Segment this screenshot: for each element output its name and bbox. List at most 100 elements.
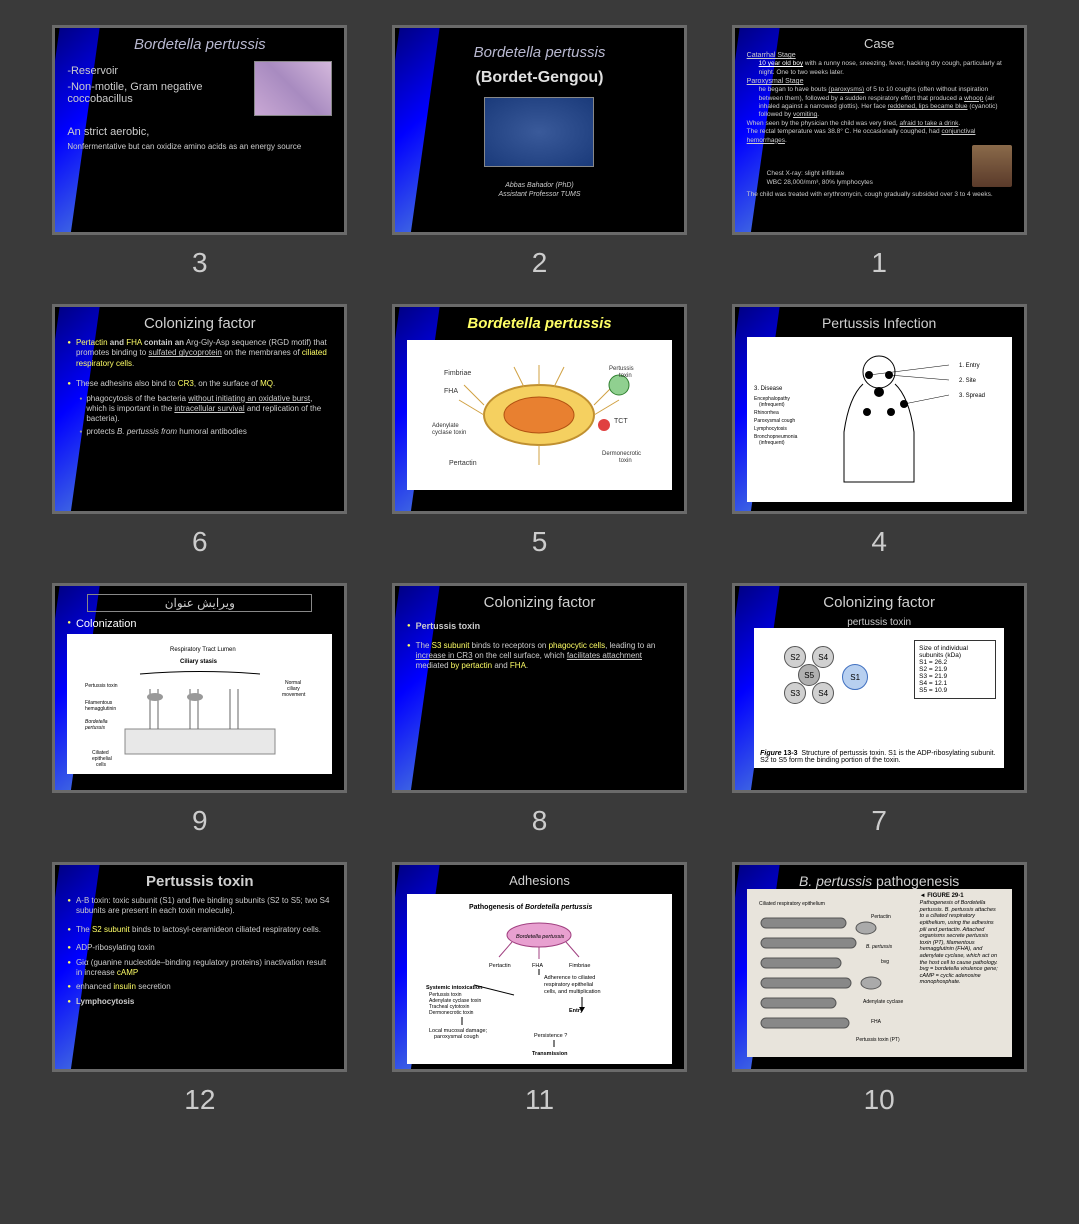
bullet: enhanced insulin secretion xyxy=(67,982,332,992)
slide-number: 12 xyxy=(184,1084,215,1116)
svg-text:Pertussis toxin (PT): Pertussis toxin (PT) xyxy=(856,1037,900,1043)
svg-text:Rhinorrhea: Rhinorrhea xyxy=(754,410,779,416)
slide-3[interactable]: Bordetella pertussis -Reservoir -Non-mot… xyxy=(52,25,347,235)
slide-title: Pertussis toxin xyxy=(67,873,332,890)
sub-bullet: protects B. pertussis from humoral antib… xyxy=(79,427,332,437)
slide-12-wrap: Pertussis toxin A-B toxin: toxic subunit… xyxy=(45,862,355,1116)
svg-text:FHA: FHA xyxy=(444,388,458,395)
slide-5-wrap: Bordetella pertussis Fimbriae xyxy=(385,304,695,558)
svg-text:Adherence to ciliated: Adherence to ciliated xyxy=(544,975,595,981)
sub-bullet: phagocytosis of the bacteria without ini… xyxy=(79,394,332,425)
bullet: The S3 subunit binds to receptors on pha… xyxy=(407,641,672,672)
bullet: Pertactin and FHA contain an Arg-Gly-Asp… xyxy=(67,338,332,369)
body-text: The child was treated with erythromycin,… xyxy=(747,191,1012,199)
slide-7-wrap: Colonizing factor pertussis toxin S2 S4 … xyxy=(724,583,1034,837)
svg-text:movement: movement xyxy=(282,692,306,698)
slide-4[interactable]: Pertussis Infection 1. Entry 2. Site 3. xyxy=(732,304,1027,514)
slide-5[interactable]: Bordetella pertussis Fimbriae xyxy=(392,304,687,514)
slide-title: Case xyxy=(747,36,1012,51)
slide-grid: Bordetella pertussis -Reservoir -Non-mot… xyxy=(45,25,1034,1116)
slide-10-wrap: B. pertussis pathogenesis Ciliated respi… xyxy=(724,862,1034,1116)
subunit-s3: S3 xyxy=(784,682,806,704)
slide-subtitle: (Bordet-Gengou) xyxy=(407,69,672,87)
svg-text:FHA: FHA xyxy=(871,1019,882,1025)
svg-text:cells, and multiplication: cells, and multiplication xyxy=(544,989,601,995)
legend-row: S3 = 21.9 xyxy=(919,673,991,680)
bullet: ADP-ribosylating toxin xyxy=(67,943,332,953)
subunit-s4: S4 xyxy=(812,646,834,668)
svg-text:Fimbriae: Fimbriae xyxy=(569,963,590,969)
body-text: Chest X-ray: slight infiltrate xyxy=(767,170,972,178)
slide-number: 11 xyxy=(525,1084,554,1116)
legend-row: S4 = 12.1 xyxy=(919,680,991,687)
svg-text:Fimbriae: Fimbriae xyxy=(444,370,471,377)
svg-text:(infrequent): (infrequent) xyxy=(759,440,785,446)
bullet: The S2 subunit binds to lactosyl-ceramid… xyxy=(67,925,332,935)
author: Assistant Professor TUMS xyxy=(407,190,672,199)
svg-text:Pertussis toxin: Pertussis toxin xyxy=(85,683,118,689)
svg-text:Adenylate: Adenylate xyxy=(432,423,459,429)
bacterium-diagram: Fimbriae FHA Adenylate cyclase toxin Per… xyxy=(407,340,672,490)
fig-caption: Pathogenesis of Bordetella pertussis. B.… xyxy=(920,900,1000,986)
svg-text:Pertactin: Pertactin xyxy=(489,963,511,969)
slide-1[interactable]: Case Catarrhal Stage 10 year old boy wit… xyxy=(732,25,1027,235)
svg-text:B. pertussis: B. pertussis xyxy=(866,944,893,950)
slide-8-wrap: Colonizing factor Pertussis toxin The S3… xyxy=(385,583,695,837)
slide-8[interactable]: Colonizing factor Pertussis toxin The S3… xyxy=(392,583,687,793)
legend-title: Size of individual subunits (kDa) xyxy=(919,645,991,659)
svg-text:paroxysmal cough: paroxysmal cough xyxy=(434,1034,479,1040)
slide-number: 2 xyxy=(532,247,548,279)
svg-text:TCT: TCT xyxy=(614,418,628,425)
body-text: WBC 28,000/mm³, 80% lymphocytes xyxy=(767,179,972,187)
figure-caption: Figure 13-3 Structure of pertussis toxin… xyxy=(760,750,998,764)
svg-text:cyclase toxin: cyclase toxin xyxy=(432,430,466,436)
svg-text:Adenylate cyclase: Adenylate cyclase xyxy=(863,999,904,1005)
slide-4-wrap: Pertussis Infection 1. Entry 2. Site 3. xyxy=(724,304,1034,558)
slide-6-wrap: Colonizing factor Pertactin and FHA cont… xyxy=(45,304,355,558)
slide-3-wrap: Bordetella pertussis -Reservoir -Non-mot… xyxy=(45,25,355,279)
svg-text:Pertactin: Pertactin xyxy=(871,914,891,920)
slide-title: Bordetella pertussis xyxy=(407,315,672,332)
slide-number: 7 xyxy=(871,805,887,837)
slide-6[interactable]: Colonizing factor Pertactin and FHA cont… xyxy=(52,304,347,514)
subunit-s1: S1 xyxy=(842,664,868,690)
svg-text:Paroxysmal cough: Paroxysmal cough xyxy=(754,418,795,424)
slide-10[interactable]: B. pertussis pathogenesis Ciliated respi… xyxy=(732,862,1027,1072)
svg-text:Pathogenesis of Bordetella per: Pathogenesis of Bordetella pertussis xyxy=(469,904,592,911)
bullet: A-B toxin: toxic subunit (S1) and five b… xyxy=(67,896,332,917)
svg-text:(infrequent): (infrequent) xyxy=(759,402,785,408)
bullet: Pertussis toxin xyxy=(407,621,672,633)
micrograph-image xyxy=(254,61,332,116)
bullet: Giα (guanine nucleotide–binding regulato… xyxy=(67,958,332,979)
patient-photo xyxy=(972,145,1012,187)
body-diagram: 1. Entry 2. Site 3. Spread 3. Disease En… xyxy=(747,337,1012,502)
slide-number: 5 xyxy=(532,526,548,558)
slide-title: ویرایش عنوان xyxy=(87,594,312,612)
slide-subtitle: pertussis toxin xyxy=(747,617,1012,628)
body-text: The rectal temperature was 38.8° C. He o… xyxy=(747,128,1012,145)
slide-9-wrap: ویرایش عنوان Colonization Respiratory Tr… xyxy=(45,583,355,837)
body-text: 10 year old boy with a runny nose, sneez… xyxy=(759,60,1012,77)
svg-text:Persistence ?: Persistence ? xyxy=(534,1033,567,1039)
slide-11[interactable]: Adhesions Pathogenesis of Bordetella per… xyxy=(392,862,687,1072)
line: Nonfermentative but can oxidize amino ac… xyxy=(67,142,332,152)
svg-text:2. Site: 2. Site xyxy=(959,378,977,384)
slide-7[interactable]: Colonizing factor pertussis toxin S2 S4 … xyxy=(732,583,1027,793)
slide-number: 1 xyxy=(871,247,887,279)
svg-text:Respiratory Tract Lumen: Respiratory Tract Lumen xyxy=(170,647,236,653)
line: An strict aerobic, xyxy=(67,126,332,138)
svg-text:Pertactin: Pertactin xyxy=(449,460,477,467)
slide-2-wrap: Bordetella pertussis (Bordet-Gengou) Abb… xyxy=(385,25,695,279)
slide-title: B. pertussis pathogenesis xyxy=(747,873,1012,889)
stage-label: Paroxysmal Stage xyxy=(747,77,1012,86)
bullet: These adhesins also bind to CR3, on the … xyxy=(67,379,332,389)
slide-12[interactable]: Pertussis toxin A-B toxin: toxic subunit… xyxy=(52,862,347,1072)
line: -Non-motile, Gram negative coccobacillus xyxy=(67,81,246,105)
slide-title: Pertussis Infection xyxy=(747,315,1012,331)
svg-text:Pertussis: Pertussis xyxy=(609,366,634,372)
slide-9[interactable]: ویرایش عنوان Colonization Respiratory Tr… xyxy=(52,583,347,793)
slide-number: 10 xyxy=(864,1084,895,1116)
author: Abbas Bahador (PhD) xyxy=(407,181,672,190)
slide-number: 8 xyxy=(532,805,548,837)
slide-2[interactable]: Bordetella pertussis (Bordet-Gengou) Abb… xyxy=(392,25,687,235)
